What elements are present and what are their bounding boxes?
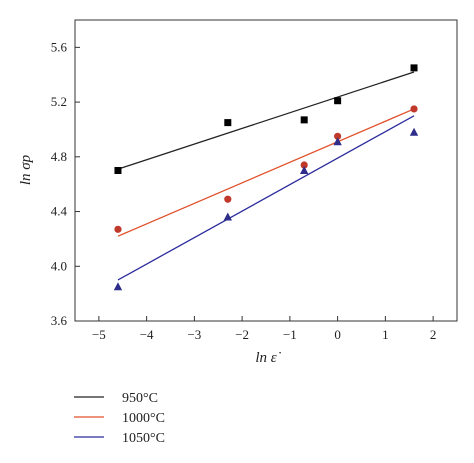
x-tick-label: −4 xyxy=(140,327,154,342)
x-tick-label: 2 xyxy=(430,327,437,342)
y-tick-label: 4.4 xyxy=(51,204,68,219)
data-point-3-4 xyxy=(333,137,342,146)
legend-label-2: 1000°C xyxy=(122,411,165,426)
data-point-1-2 xyxy=(224,119,232,127)
x-tick-label: −5 xyxy=(92,327,106,342)
y-tick-label: 5.6 xyxy=(51,39,68,54)
y-tick-label: 4.0 xyxy=(51,258,67,273)
data-point-1-3 xyxy=(300,116,308,124)
x-tick-label: 0 xyxy=(334,327,341,342)
data-point-2-5 xyxy=(410,105,418,113)
x-axis-label: ln ε̇ xyxy=(255,350,281,366)
x-axis-ticks: −5 −4 −3 −2 −1 0 1 2 xyxy=(92,316,436,342)
data-point-2-3 xyxy=(300,161,308,169)
data-point-1-5 xyxy=(410,64,418,72)
data-point-1-4 xyxy=(334,97,342,105)
fit-line-2 xyxy=(117,108,415,237)
y-tick-label: 4.8 xyxy=(51,149,67,164)
x-tick-label: 1 xyxy=(382,327,389,342)
x-tick-label: −3 xyxy=(187,327,201,342)
data-point-3-2 xyxy=(223,212,232,221)
legend: 950°C 1000°C 1050°C xyxy=(74,391,165,446)
y-axis-ticks: 3.6 4.0 4.4 4.8 5.2 5.6 xyxy=(51,39,80,328)
plot-frame xyxy=(74,19,458,322)
x-tick-label: −1 xyxy=(283,327,297,342)
fit-lines xyxy=(117,71,415,281)
data-point-3-5 xyxy=(409,127,419,136)
data-point-2-1 xyxy=(114,225,122,233)
data-point-1-1 xyxy=(114,167,122,174)
legend-label-1: 950°C xyxy=(122,391,158,406)
data-point-2-2 xyxy=(224,195,232,203)
y-axis-label: ln σp xyxy=(18,154,34,185)
data-point-2-4 xyxy=(334,132,342,140)
y-tick-label: 3.6 xyxy=(51,313,68,328)
fit-line-3 xyxy=(117,115,415,281)
data-point-3-1 xyxy=(113,282,123,291)
y-tick-label: 5.2 xyxy=(51,94,67,109)
x-tick-label: −2 xyxy=(235,327,249,342)
data-points xyxy=(113,64,419,291)
legend-label-3: 1050°C xyxy=(122,431,165,446)
data-point-3-3 xyxy=(300,166,309,174)
fit-line-1 xyxy=(117,71,415,170)
